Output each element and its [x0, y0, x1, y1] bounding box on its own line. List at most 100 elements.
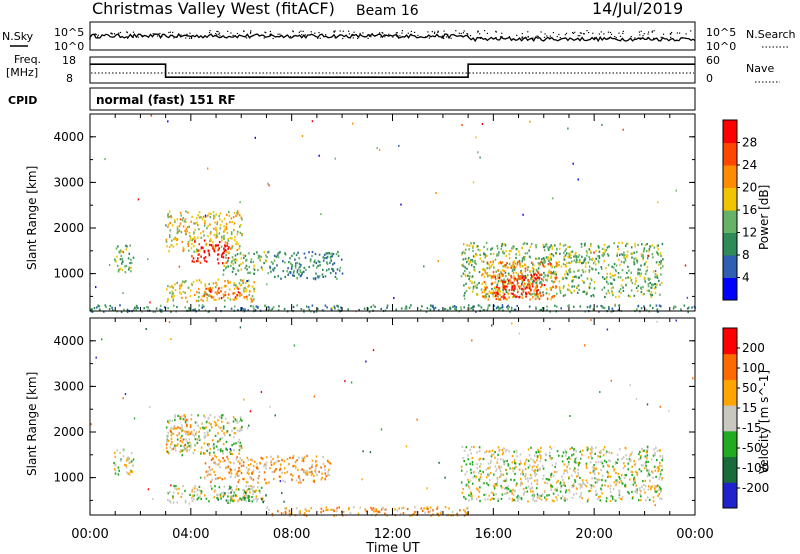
power-cell — [620, 284, 623, 287]
velocity-cell — [190, 418, 193, 421]
velocity-cell — [222, 443, 225, 446]
power-cell — [577, 284, 580, 287]
velocity-cell — [297, 481, 300, 484]
power-cell — [573, 275, 576, 278]
noise-search-point — [467, 35, 469, 38]
velocity-cell — [364, 508, 366, 511]
power-cell — [561, 276, 564, 279]
power-cell — [372, 304, 375, 307]
velocity-cell — [204, 426, 206, 430]
power-cell — [218, 291, 220, 294]
velocity-cell — [510, 489, 512, 492]
power-cell — [120, 310, 123, 313]
noise-search-point — [176, 36, 178, 38]
velocity-cell — [648, 474, 651, 477]
velocity-cell — [470, 494, 473, 497]
velocity-cell — [344, 380, 346, 383]
velocity-cell — [273, 477, 275, 481]
noise-search-point — [527, 31, 529, 33]
power-cell — [536, 257, 538, 260]
velocity-cell — [495, 470, 497, 473]
velocity-cell — [284, 471, 286, 475]
velocity-cell — [200, 492, 202, 495]
velocity-cell — [259, 491, 261, 494]
velocity-cell — [492, 452, 495, 455]
velocity-cell — [303, 456, 306, 459]
velocity-cell — [230, 468, 232, 471]
power-cell — [511, 265, 513, 268]
power-cell — [611, 282, 613, 285]
velocity-cell — [127, 456, 130, 459]
velocity-cell — [384, 512, 386, 515]
velocity-cell — [524, 477, 527, 480]
power-cell — [495, 288, 497, 291]
velocity-cell — [246, 456, 248, 459]
velocity-cell — [211, 487, 213, 490]
velocity-cell — [233, 432, 236, 435]
velocity-cell — [233, 448, 235, 452]
power-cell — [483, 288, 486, 291]
power-cell — [506, 262, 508, 265]
velocity-cell — [263, 499, 266, 502]
velocity-cell — [194, 443, 197, 446]
power-cell — [521, 276, 523, 279]
power-cell — [336, 268, 339, 271]
power-cell — [429, 308, 432, 311]
power-cell — [263, 262, 265, 265]
power-cell — [243, 256, 245, 259]
velocity-cell — [224, 417, 227, 420]
velocity-cell — [527, 500, 529, 503]
power-cell — [643, 305, 645, 308]
power-cell — [617, 309, 620, 312]
power-cell — [656, 274, 658, 278]
velocity-cell — [213, 461, 215, 464]
power-cell — [305, 268, 307, 271]
power-cell — [463, 243, 465, 246]
noise-search-point — [401, 32, 403, 34]
velocity-cell — [193, 494, 195, 497]
velocity-cell — [232, 500, 234, 503]
velocity-cell — [465, 463, 468, 466]
velocity-cell — [467, 454, 469, 457]
power-cell — [526, 286, 529, 289]
noise-search-point — [607, 31, 609, 33]
power-cell — [370, 305, 372, 309]
power-cell — [570, 256, 572, 259]
velocity-cell — [270, 459, 273, 462]
power-cell — [253, 290, 255, 293]
power-cell — [257, 254, 260, 257]
power-cell — [636, 250, 638, 254]
power-cell — [338, 269, 341, 272]
velocity-cell — [579, 476, 581, 479]
power-cell — [171, 290, 173, 293]
velocity-cell — [265, 461, 268, 464]
power-cell — [291, 254, 293, 257]
noise-search-point — [690, 30, 692, 32]
noise-search-point — [97, 34, 99, 36]
power-cell — [527, 291, 530, 294]
power-cell — [191, 215, 193, 218]
power-cell — [510, 282, 513, 285]
velocity-cell — [214, 489, 217, 492]
velocity-cell — [292, 456, 294, 460]
power-cell — [126, 308, 129, 311]
power-cell — [531, 266, 534, 270]
velocity-cell — [228, 471, 230, 474]
power-cell — [581, 279, 584, 283]
power-cell — [576, 291, 579, 294]
velocity-cell — [549, 451, 551, 454]
velocity-cell — [578, 461, 581, 464]
velocity-cell — [451, 510, 454, 514]
velocity-cell — [507, 485, 510, 488]
velocity-cell — [631, 497, 634, 500]
power-cell — [176, 232, 179, 235]
velocity-cell — [652, 496, 655, 499]
power-cell — [181, 280, 184, 283]
power-cell — [300, 264, 302, 267]
power-cell — [159, 308, 161, 311]
power-cell — [476, 286, 478, 289]
velocity-cell — [174, 444, 176, 447]
velocity-cell — [568, 476, 570, 479]
noise-search-point — [380, 36, 382, 38]
velocity-cell — [574, 479, 576, 482]
